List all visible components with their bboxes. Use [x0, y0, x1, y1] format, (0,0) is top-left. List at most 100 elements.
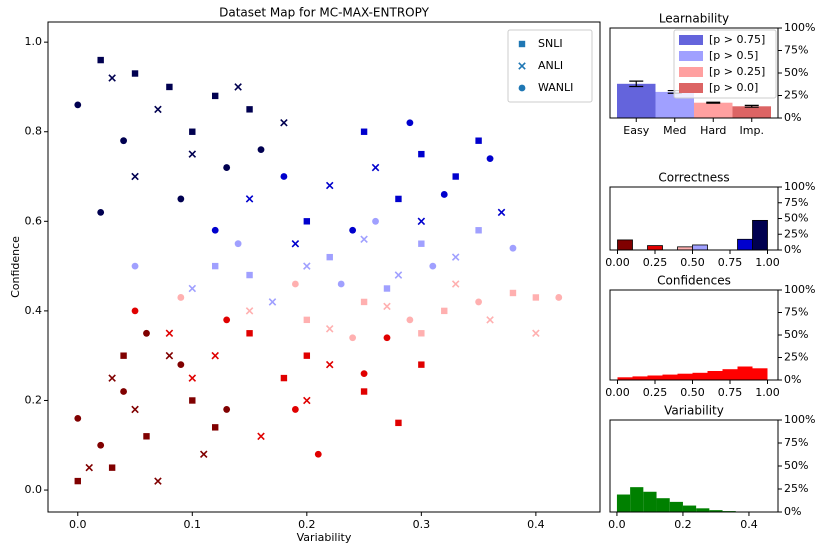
x-marker — [497, 208, 506, 217]
x-marker — [451, 280, 460, 288]
y-tick-label: 50% — [784, 459, 808, 472]
x-marker — [268, 298, 277, 306]
square-marker — [418, 150, 425, 158]
x-marker — [85, 463, 93, 472]
histogram-bar — [709, 510, 723, 512]
circle-marker — [440, 191, 448, 198]
circle-marker — [211, 226, 219, 234]
circle-marker — [234, 240, 242, 248]
legend-swatch — [679, 51, 703, 61]
x-marker — [154, 105, 162, 114]
x-tick-label: 0.25 — [643, 386, 668, 399]
y-tick-label: 0.8 — [25, 125, 43, 138]
histogram-bar — [632, 376, 648, 380]
y-tick-label: 50% — [784, 328, 808, 341]
histogram-bar — [677, 373, 693, 380]
y-tick-label: 25% — [784, 351, 808, 364]
circle-marker — [131, 307, 139, 315]
x-marker — [394, 271, 403, 279]
circle-marker — [555, 294, 563, 301]
x-marker — [165, 351, 174, 360]
square-marker — [246, 106, 253, 113]
square-marker — [108, 464, 116, 471]
circle-marker — [406, 316, 414, 324]
chart-title: Learnability — [659, 12, 729, 26]
legend-label: [p > 0.5] — [709, 49, 758, 62]
histogram-bar — [647, 375, 663, 380]
histogram-bar — [707, 371, 723, 380]
square-marker — [246, 330, 253, 337]
bar — [617, 83, 656, 118]
legend-label: WANLI — [538, 81, 573, 94]
square-marker — [509, 289, 517, 297]
x-tick-label: 0.00 — [605, 256, 630, 269]
y-tick-label: 100% — [784, 283, 815, 296]
y-tick-label: 75% — [784, 306, 808, 319]
histogram-bar — [616, 494, 631, 512]
circle-marker — [177, 195, 185, 203]
square-marker — [532, 294, 540, 301]
y-tick-label: 100% — [784, 180, 815, 193]
histogram-bar — [643, 491, 657, 512]
x-tick-label: 0.75 — [718, 256, 743, 269]
x-marker — [303, 262, 311, 270]
legend-swatch — [679, 83, 703, 93]
bar — [694, 102, 733, 118]
circle-marker — [97, 208, 105, 216]
circle-marker — [406, 119, 414, 127]
square-marker — [166, 83, 173, 91]
chart-title: Variability — [664, 404, 724, 418]
chart-title: Dataset Map for MC-MAX-ENTROPY — [219, 6, 429, 20]
circle-marker — [177, 361, 185, 369]
x-marker — [280, 119, 288, 127]
x-marker — [245, 307, 254, 315]
histogram-bar — [630, 487, 644, 512]
square-marker — [418, 240, 425, 247]
circle-marker — [486, 155, 494, 163]
x-marker — [165, 329, 174, 338]
x-tick-label: Hard — [700, 124, 726, 137]
circle-marker — [291, 280, 299, 288]
square-marker — [280, 374, 288, 382]
legend-label: SNLI — [538, 37, 563, 50]
square-marker — [131, 70, 139, 77]
x-marker — [325, 181, 334, 190]
x-marker — [131, 172, 139, 181]
x-marker — [188, 150, 197, 158]
x-tick-label: 0.0 — [608, 518, 626, 531]
legend-box — [673, 29, 777, 99]
x-marker — [234, 83, 242, 91]
x-marker — [451, 253, 460, 261]
circle-marker — [314, 450, 322, 458]
square-marker — [475, 227, 482, 234]
histogram-bar — [737, 238, 753, 251]
histogram-bar — [692, 244, 708, 251]
x-marker — [360, 235, 368, 243]
y-tick-label: 50% — [784, 212, 808, 225]
square-marker — [475, 137, 482, 144]
y-tick-label: 75% — [784, 436, 808, 449]
axes-frame — [609, 289, 779, 381]
axes-frame — [609, 27, 779, 119]
y-tick-label: 75% — [784, 196, 808, 209]
x-tick-label: 0.50 — [680, 256, 705, 269]
x-marker — [199, 450, 208, 458]
x-marker — [131, 405, 139, 414]
error-bar — [706, 101, 721, 104]
circle-marker — [349, 334, 357, 342]
x-marker — [371, 163, 380, 172]
square-marker — [246, 271, 253, 279]
x-tick-label: Imp. — [740, 124, 764, 137]
x-marker — [108, 374, 116, 382]
legend-marker — [518, 62, 526, 70]
chart-title: Confidences — [657, 274, 731, 288]
x-tick-label: 0.4 — [527, 518, 545, 531]
y-tick-label: 0.0 — [25, 483, 43, 496]
square-marker — [360, 128, 368, 135]
y-tick-label: 0.2 — [25, 393, 43, 406]
square-marker — [143, 433, 150, 440]
histogram-bar — [617, 239, 633, 251]
x-marker — [188, 284, 197, 293]
legend-label: [p > 0.75] — [709, 33, 765, 46]
